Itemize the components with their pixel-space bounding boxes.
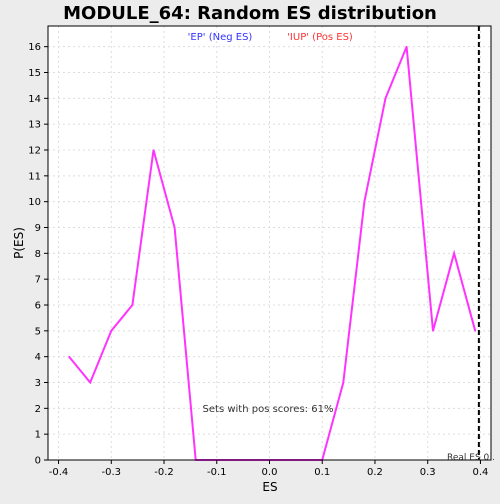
y-tick-label: 9 <box>35 223 41 234</box>
data-point <box>68 355 70 358</box>
x-tick-label: 0.4 <box>472 467 488 478</box>
x-tick-label: -0.3 <box>102 467 122 478</box>
real-es-annotation: Real ES 0.. <box>447 453 495 463</box>
chart-title: MODULE_64: Random ES distribution <box>63 3 437 24</box>
y-tick-label: 7 <box>35 275 41 286</box>
x-tick-label: -0.4 <box>49 467 69 478</box>
data-point <box>131 304 134 306</box>
data-point <box>363 200 366 203</box>
y-tick-label: 0 <box>35 456 41 467</box>
data-point <box>453 252 455 255</box>
data-point <box>405 45 408 48</box>
data-point <box>89 381 91 384</box>
y-tick-label: 8 <box>35 249 41 260</box>
x-axis-label: ES <box>262 480 277 494</box>
legend-neg-es: 'EP' (Neg ES) <box>188 32 253 43</box>
pos-scores-annotation: Sets with pos scores: 61% <box>203 404 334 415</box>
y-tick-label: 5 <box>35 326 41 337</box>
data-point <box>110 330 113 332</box>
y-tick-label: 15 <box>28 68 41 79</box>
y-tick-label: 2 <box>35 404 41 415</box>
x-axis-ticks: -0.4 -0.3 -0.2 -0.1 0.0 0.1 0.2 0.3 0.4 <box>49 460 488 478</box>
data-point <box>384 97 387 100</box>
y-tick-label: 12 <box>28 146 41 157</box>
y-tick-label: 14 <box>28 94 41 105</box>
data-point <box>432 330 434 332</box>
x-tick-label: 0.0 <box>262 467 278 478</box>
y-tick-label: 16 <box>28 42 41 53</box>
y-tick-label: 13 <box>28 120 41 131</box>
grid-horizontal <box>48 46 491 461</box>
y-tick-label: 3 <box>35 378 41 389</box>
y-tick-label: 1 <box>35 430 41 441</box>
y-axis-label: P(ES) <box>12 227 26 259</box>
y-tick-label: 10 <box>28 197 41 208</box>
y-tick-label: 4 <box>35 352 41 363</box>
data-point <box>474 330 476 332</box>
y-tick-label: 6 <box>35 301 41 312</box>
x-tick-label: 0.1 <box>314 467 330 478</box>
data-point <box>342 381 345 384</box>
data-point <box>173 226 176 229</box>
grid-vertical <box>58 26 481 460</box>
data-point <box>152 149 155 151</box>
y-tick-label: 11 <box>28 171 41 182</box>
x-tick-label: -0.2 <box>154 467 174 478</box>
legend-pos-es: 'IUP' (Pos ES) <box>287 32 353 43</box>
x-tick-label: 0.2 <box>367 467 383 478</box>
x-tick-label: -0.1 <box>207 467 227 478</box>
x-tick-label: 0.3 <box>420 467 436 478</box>
